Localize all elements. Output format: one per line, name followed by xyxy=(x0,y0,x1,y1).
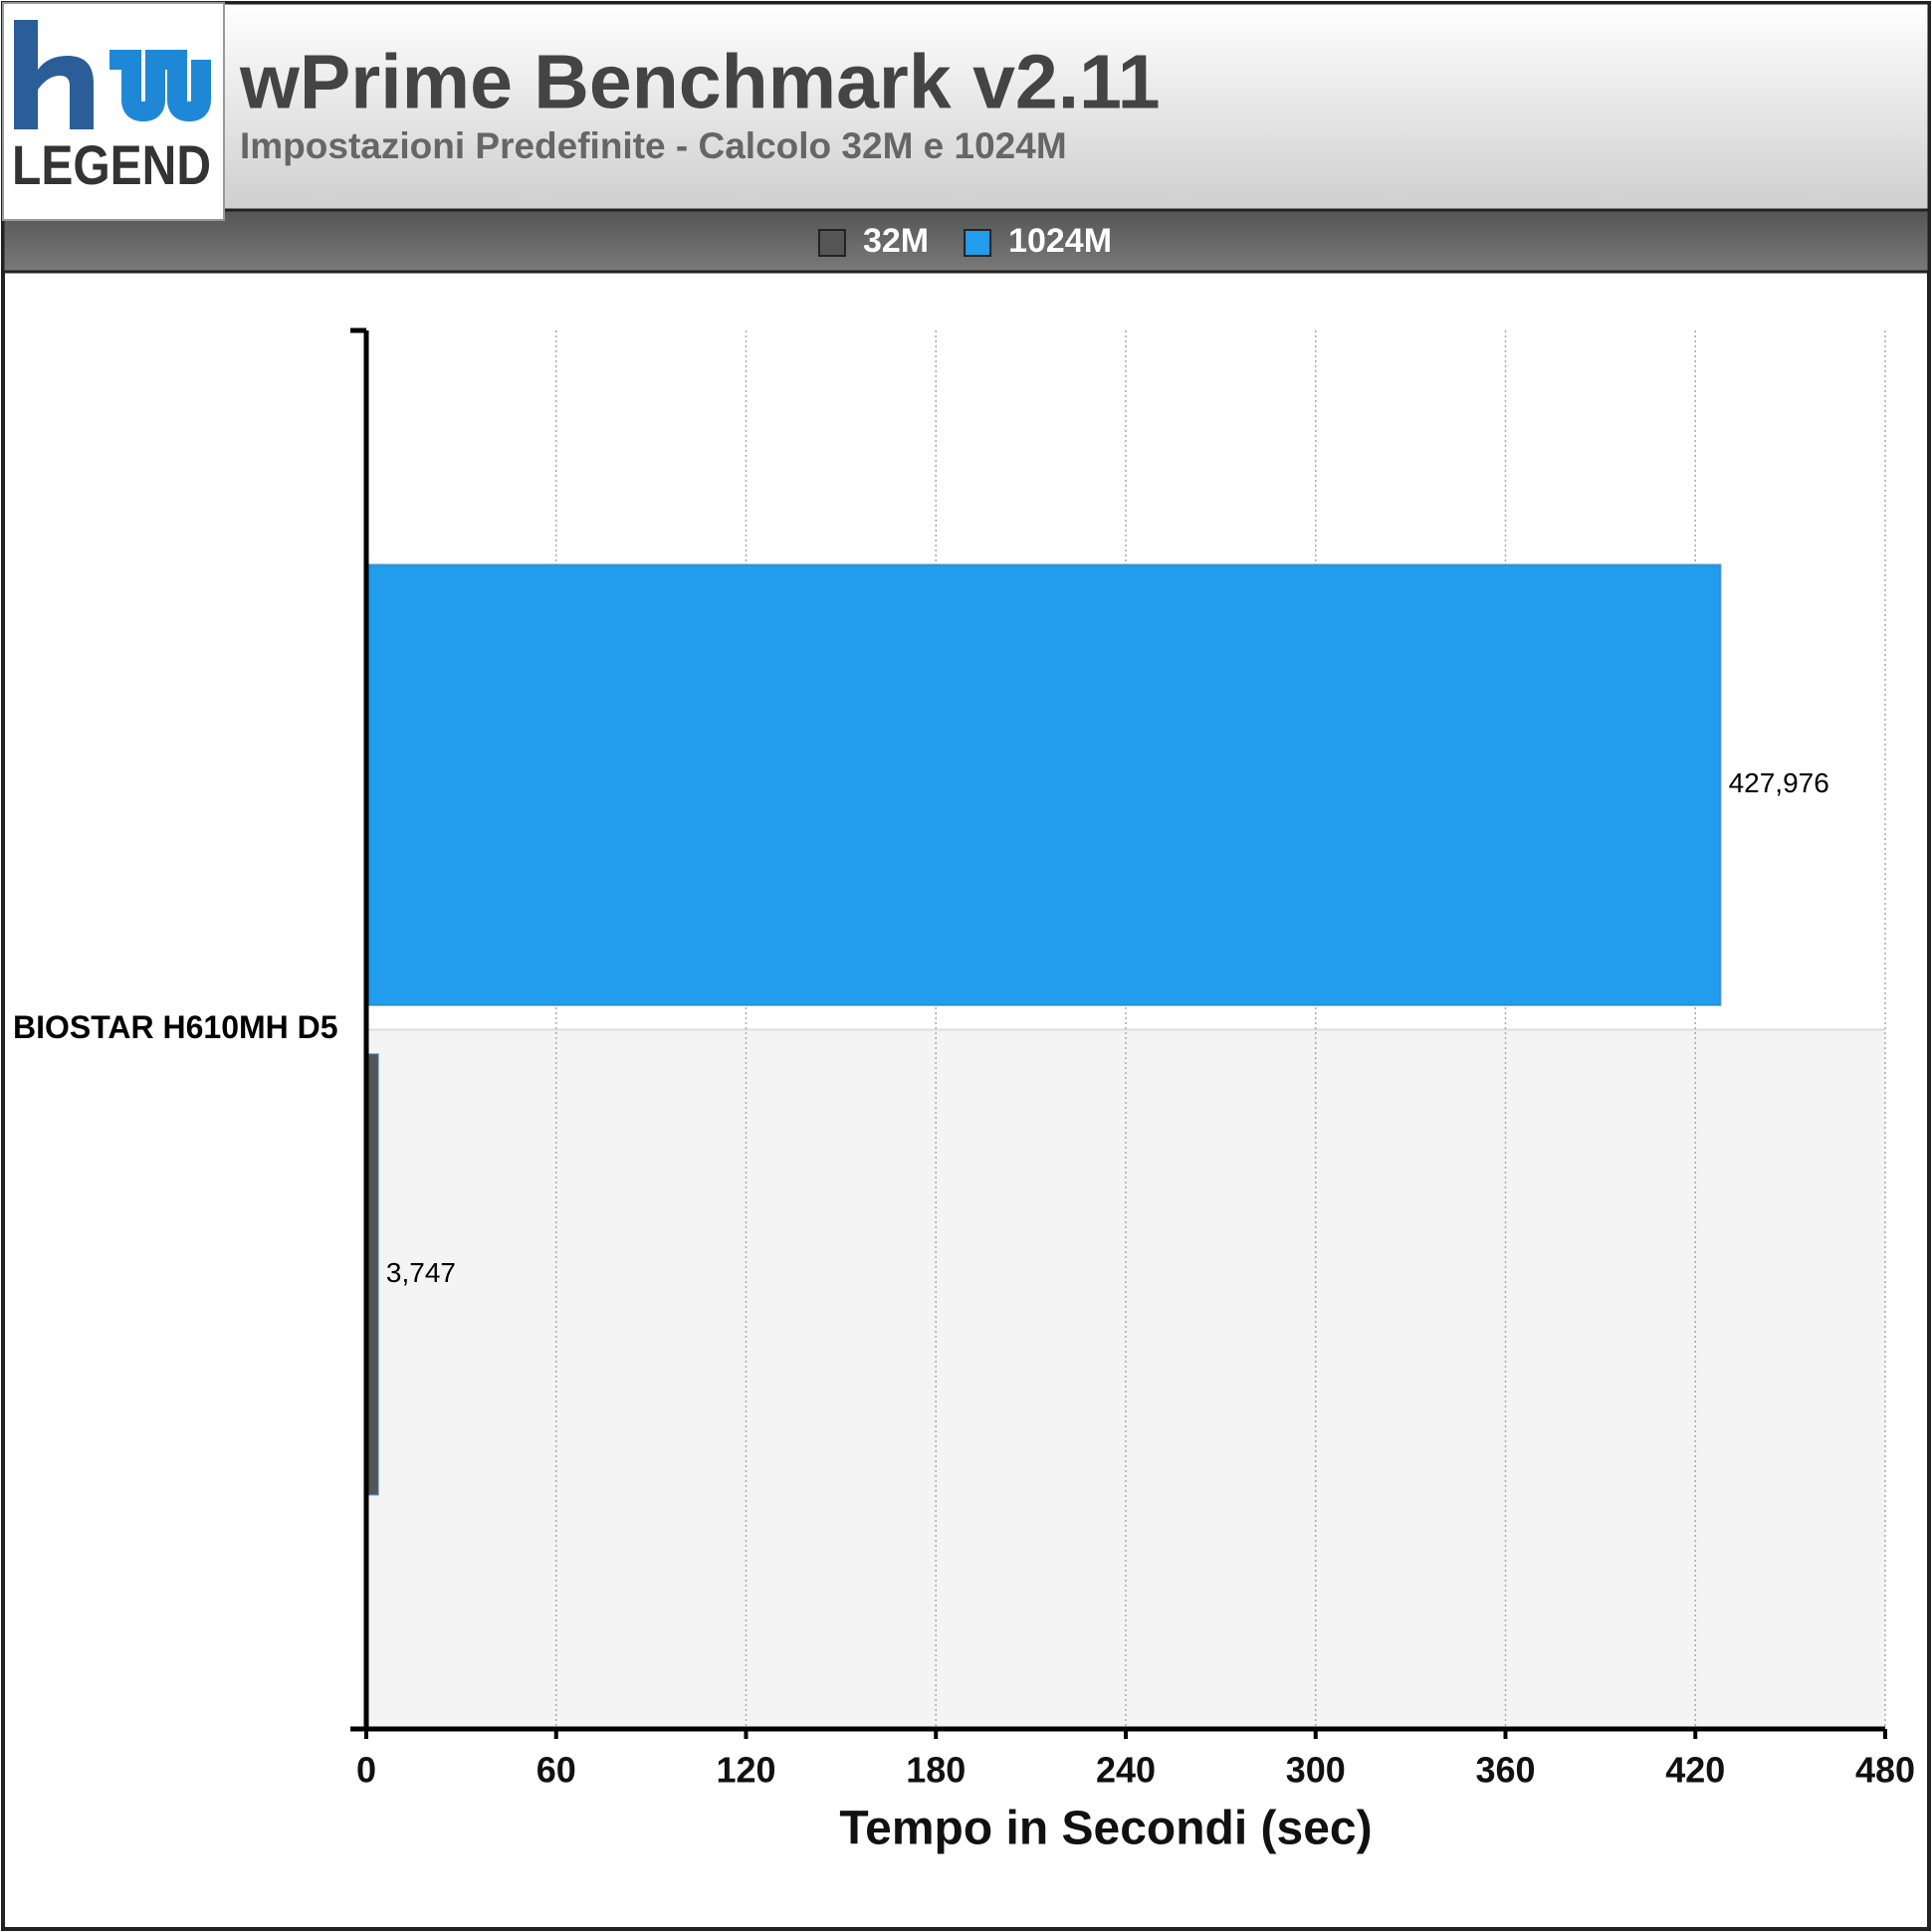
chart-subtitle: Impostazioni Predefinite - Calcolo 32M e… xyxy=(240,125,1067,166)
value-label: 427,976 xyxy=(1729,767,1829,798)
bar xyxy=(365,563,1722,1006)
logo: LEGEND xyxy=(2,2,225,221)
x-tick-label: 360 xyxy=(1475,1750,1535,1791)
y-tick-label: BIOSTAR H610MH D5 xyxy=(13,1009,338,1045)
x-tick-label: 300 xyxy=(1286,1750,1346,1791)
legend-swatch xyxy=(964,229,992,257)
legend-label: 32M xyxy=(863,222,929,260)
x-tick-label: 180 xyxy=(906,1750,966,1791)
legend-label: 1024M xyxy=(1008,222,1112,260)
x-tick-label: 0 xyxy=(356,1750,376,1791)
x-tick-label: 480 xyxy=(1855,1750,1915,1791)
x-tick-label: 60 xyxy=(537,1750,576,1791)
x-tick-label: 420 xyxy=(1665,1750,1725,1791)
band-shade xyxy=(366,1029,1885,1729)
x-axis-title: Tempo in Secondi (sec) xyxy=(839,1803,1372,1855)
value-label: 3,747 xyxy=(386,1257,456,1288)
logo-text: LEGEND xyxy=(12,133,211,196)
legend-swatch xyxy=(817,229,846,257)
header xyxy=(1,1,1931,212)
x-tick-label: 240 xyxy=(1096,1750,1156,1791)
x-tick-label: 120 xyxy=(716,1750,775,1791)
chart-title: wPrime Benchmark v2.11 xyxy=(239,39,1161,124)
